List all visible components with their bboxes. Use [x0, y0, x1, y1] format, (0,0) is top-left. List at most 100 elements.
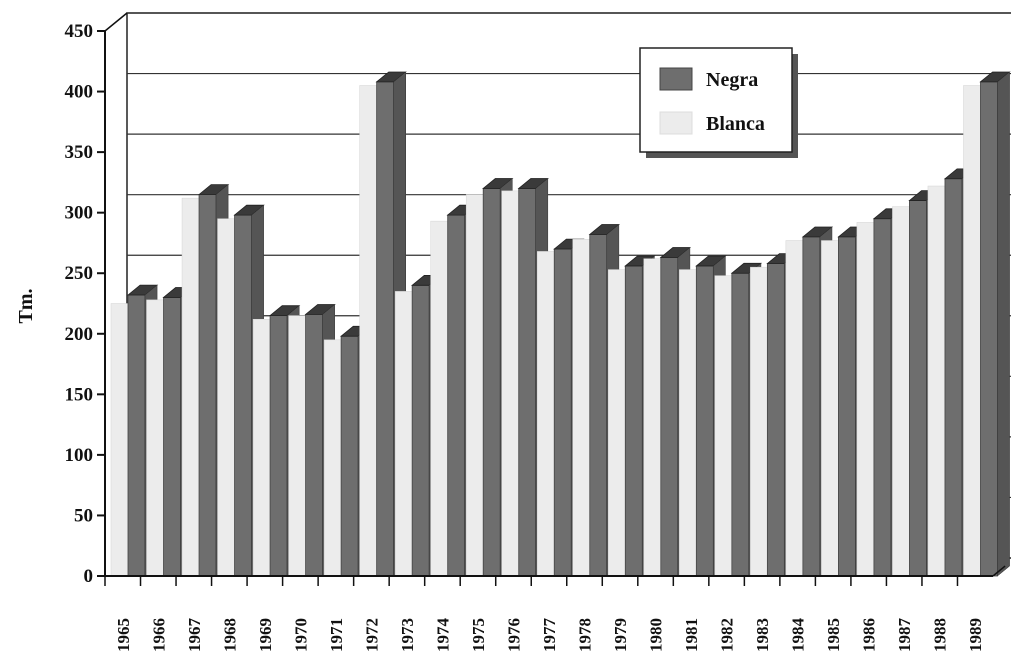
x-tick-label-1979: 1979 [611, 618, 630, 652]
bar-blanca-1977 [536, 251, 555, 577]
bar-negra-1975 [482, 188, 501, 577]
legend: Negra Blanca [639, 47, 798, 158]
bar-blanca-1982 [714, 275, 733, 577]
x-tick-label-1980: 1980 [647, 618, 666, 652]
bar-negra-1980 [660, 257, 679, 577]
bar-blanca-1979 [608, 269, 626, 577]
bar-group-1968 [217, 204, 265, 577]
bar-blanca-1988 [927, 185, 946, 577]
x-tick-label-1970: 1970 [291, 618, 310, 652]
bar-negra-1972 [376, 81, 395, 577]
x-tick-label-1981: 1981 [682, 618, 701, 652]
bar-blanca-1983 [750, 266, 768, 577]
y-axis-ticks: 0 50 100 150 200 250 300 350 400 450 [65, 21, 105, 587]
y-tick-label-0: 0 [84, 566, 94, 587]
bar-blanca-1966 [146, 299, 164, 577]
x-tick-label-1975: 1975 [469, 618, 488, 652]
x-tick-label-1969: 1969 [256, 618, 275, 652]
axes-group [104, 12, 1006, 577]
bar-negra-side-1989 [997, 71, 1010, 577]
x-tick-label-1986: 1986 [860, 618, 879, 652]
legend-swatch-blanca [659, 111, 693, 135]
bar-negra-1979 [624, 265, 643, 577]
x-tick-label-1987: 1987 [895, 618, 914, 653]
bar-blanca-1980 [643, 258, 662, 577]
y-axis-label: Tm. [15, 289, 37, 324]
x-tick-label-1967: 1967 [185, 618, 204, 653]
x-tick-label-1973: 1973 [398, 618, 417, 652]
bar-negra-1971 [340, 335, 359, 577]
x-tick-label-1983: 1983 [753, 618, 772, 652]
legend-swatch-negra [659, 67, 693, 91]
bar-blanca-1967 [181, 197, 200, 577]
legend-label-negra: Negra [706, 69, 758, 91]
y-tick-label-150: 150 [65, 384, 94, 405]
x-tick-label-1977: 1977 [540, 618, 559, 653]
bars-group [110, 71, 1011, 577]
x-tick-label-1988: 1988 [931, 618, 950, 652]
bar-negra-1976 [518, 188, 537, 577]
bar-blanca-1974 [430, 220, 448, 577]
bar-blanca-1989 [963, 85, 981, 577]
x-axis-depth-line [992, 565, 1006, 577]
x-tick-label-1966: 1966 [149, 618, 168, 652]
y-tick-label-400: 400 [65, 82, 94, 103]
x-tick-label-1982: 1982 [718, 618, 737, 652]
bar-negra-1988 [944, 178, 963, 577]
bar-negra-1966 [163, 297, 181, 577]
bar-blanca-1986 [856, 222, 875, 577]
legend-label-blanca: Blanca [706, 113, 765, 135]
bar-blanca-1978 [572, 239, 591, 577]
bar-negra-1981 [695, 265, 714, 577]
bar-negra-1983 [766, 263, 785, 577]
bar-negra-1977 [553, 248, 572, 577]
x-axis-ticks: 1965 1966 1967 1968 1969 1970 1971 1972 1973 1974… [104, 576, 985, 653]
y-tick-label-100: 100 [65, 445, 94, 466]
bar-negra-1968 [234, 214, 252, 577]
bar-blanca-1968 [217, 218, 235, 577]
bar-blanca-1987 [892, 206, 910, 577]
bar-negra-1974 [447, 214, 466, 577]
bar-group-1989 [963, 71, 1011, 577]
x-tick-label-1974: 1974 [433, 618, 452, 653]
x-tick-label-1965: 1965 [114, 618, 133, 652]
y-tick-label-350: 350 [65, 142, 94, 163]
y-axis-depth-line [104, 12, 128, 32]
x-tick-label-1971: 1971 [327, 618, 346, 652]
y-tick-label-300: 300 [65, 203, 94, 224]
x-tick-label-1989: 1989 [966, 618, 985, 652]
bar-blanca-1984 [785, 240, 804, 577]
bar-negra-1987 [909, 200, 927, 577]
bar-blanca-1976 [501, 190, 519, 577]
x-tick-label-1985: 1985 [824, 618, 843, 652]
legend-box [639, 47, 793, 153]
x-tick-label-1984: 1984 [789, 618, 808, 653]
bar-blanca-1970 [288, 315, 306, 577]
bar-negra-1965 [127, 294, 146, 577]
bar-negra-1978 [589, 234, 608, 577]
bar-negra-1982 [731, 272, 750, 577]
y-tick-label-200: 200 [65, 324, 94, 345]
bar-blanca-1972 [359, 85, 377, 577]
x-tick-label-1968: 1968 [220, 618, 239, 652]
bar-negra-1967 [198, 194, 217, 577]
bar-negra-1973 [411, 284, 430, 577]
bar-blanca-1969 [252, 318, 271, 577]
bar-blanca-1971 [323, 339, 342, 577]
bar-blanca-1975 [465, 194, 484, 577]
x-tick-label-1978: 1978 [576, 618, 595, 652]
bar-negra-1986 [873, 218, 892, 577]
bar-blanca-1981 [679, 269, 697, 577]
bar-negra-1984 [802, 236, 821, 577]
y-tick-label-50: 50 [74, 505, 93, 526]
bar-negra-1989 [980, 81, 998, 577]
bar-negra-1970 [305, 313, 324, 577]
y-tick-label-450: 450 [65, 21, 94, 42]
bar-negra-1985 [838, 236, 856, 577]
x-tick-label-1972: 1972 [362, 618, 381, 652]
y-tick-label-250: 250 [65, 263, 94, 284]
bar-blanca-1965 [110, 303, 129, 577]
bar-blanca-1985 [821, 240, 839, 577]
bar-negra-1969 [269, 315, 288, 577]
